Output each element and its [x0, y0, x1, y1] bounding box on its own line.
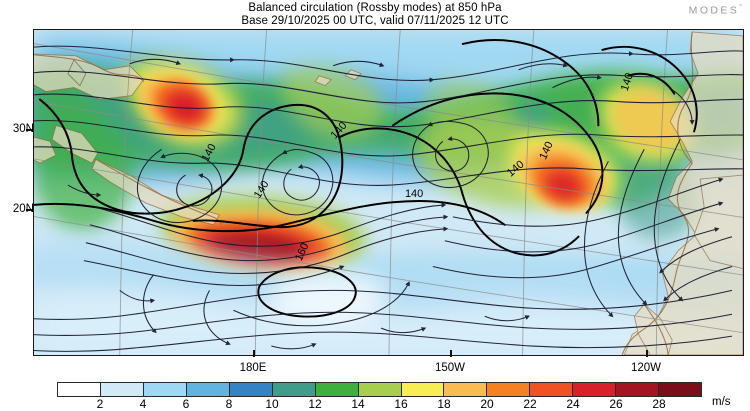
colorbar-tick-2: 2 [96, 397, 104, 411]
colorbar-cell-8 [401, 383, 445, 396]
ylabel-30n: 30N [12, 123, 34, 135]
map-canvas: 140 140 140 140 140 140 140 160 [34, 30, 743, 355]
colorbar-cell-4 [229, 383, 273, 396]
colorbar-tick-28: 28 [652, 397, 666, 411]
xtick-150w [450, 350, 452, 357]
colorbar-tick-24: 24 [566, 397, 580, 411]
ytick-30n [26, 129, 33, 131]
colorbar-cell-2 [143, 383, 187, 396]
colorbar-cell-5 [272, 383, 316, 396]
colorbar-tick-8: 8 [225, 397, 233, 411]
xlabel-120w: 120W [630, 362, 662, 374]
colorbar-cell-13 [616, 383, 660, 396]
xtick-120w [646, 350, 648, 357]
xlabel-150w: 150W [434, 362, 466, 374]
xlabel-180e: 180E [239, 362, 267, 374]
colorbar-tick-20: 20 [480, 397, 494, 411]
colorbar-tick-22: 22 [523, 397, 537, 411]
colorbar-cell-12 [573, 383, 617, 396]
title-line-2: Base 29/10/2025 00 UTC, valid 07/11/2025… [241, 15, 509, 27]
colorbar-tick-26: 26 [609, 397, 623, 411]
xtick-180e [253, 350, 255, 357]
title-line-1: Balanced circulation (Rossby modes) at 8… [248, 2, 502, 14]
colorbar-cell-10 [487, 383, 531, 396]
modes-logo: MODES° [689, 4, 742, 17]
colorbar-cell-7 [358, 383, 402, 396]
logo-mark-icon: ° [739, 4, 742, 11]
colorbar-tick-6: 6 [182, 397, 190, 411]
colorbar-cell-14 [659, 383, 702, 396]
map-plot-area: 140 140 140 140 140 140 140 160 [33, 29, 744, 356]
colorbar-tick-16: 16 [394, 397, 408, 411]
contour-label: 140 [405, 188, 423, 200]
colorbar-tick-12: 12 [308, 397, 322, 411]
colorbar-cell-9 [444, 383, 488, 396]
colorbar-tick-4: 4 [139, 397, 147, 411]
map-svg: 140 140 140 140 140 140 140 160 [34, 30, 743, 355]
colorbar-cell-0 [58, 383, 101, 396]
logo-text: MODES [688, 4, 740, 17]
ylabel-20n: 20N [12, 203, 34, 215]
contour-label: 140 [619, 72, 636, 93]
page-title: Balanced circulation (Rossby modes) at 8… [0, 2, 750, 28]
colorbar-cell-6 [315, 383, 359, 396]
colorbar-tick-18: 18 [437, 397, 451, 411]
colorbar [57, 382, 702, 397]
colorbar-tick-14: 14 [351, 397, 365, 411]
colorbar-cell-11 [530, 383, 574, 396]
colorbar-cell-1 [100, 383, 144, 396]
ytick-20n [26, 209, 33, 211]
colorbar-tick-10: 10 [265, 397, 279, 411]
colorbar-unit-label: m/s [712, 396, 731, 408]
colorbar-cell-3 [186, 383, 230, 396]
